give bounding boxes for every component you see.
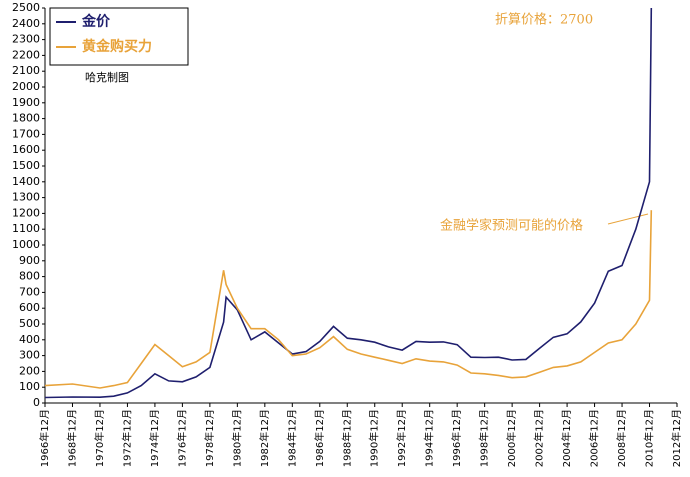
- y-tick-label: 1700: [12, 127, 40, 140]
- legend-label: 黄金购买力: [82, 38, 152, 55]
- legend-label: 金价: [81, 13, 111, 30]
- x-tick-label: 1966年12月: [38, 409, 51, 467]
- x-tick-label: 1994年12月: [423, 409, 436, 467]
- x-tick-label: 1998年12月: [478, 409, 491, 467]
- x-tick-label: 1980年12月: [230, 409, 243, 467]
- x-tick-label: 1968年12月: [65, 409, 78, 467]
- x-tick-label: 1990年12月: [368, 409, 381, 467]
- x-tick-label: 1974年12月: [148, 409, 161, 467]
- y-tick-label: 2000: [12, 80, 40, 93]
- y-tick-label: 1400: [12, 175, 40, 188]
- y-tick-label: 300: [19, 349, 40, 362]
- y-tick-label: 1900: [12, 96, 40, 109]
- y-tick-label: 1800: [12, 112, 40, 125]
- x-tick-label: 2008年12月: [615, 409, 628, 467]
- y-tick-label: 1600: [12, 143, 40, 156]
- x-tick-label: 2004年12月: [560, 409, 573, 467]
- y-tick-label: 2200: [12, 48, 40, 61]
- x-tick-label: 1988年12月: [340, 409, 353, 467]
- y-tick-label: 1200: [12, 206, 40, 219]
- y-tick-label: 900: [19, 254, 40, 267]
- x-tick-label: 1970年12月: [93, 409, 106, 467]
- annotation: 金融学家预测可能的价格: [440, 218, 583, 234]
- x-tick-label: 1986年12月: [313, 409, 326, 467]
- x-tick-label: 2002年12月: [533, 409, 546, 467]
- legend-box: [49, 7, 189, 66]
- y-tick-label: 200: [19, 364, 40, 377]
- x-tick-label: 1978年12月: [203, 409, 216, 467]
- series-line: [44, 7, 653, 399]
- y-tick-label: 400: [19, 333, 40, 346]
- series-line: [44, 210, 653, 389]
- y-tick-label: 1500: [12, 159, 40, 172]
- y-tick-label: 500: [19, 317, 40, 330]
- credit-note: 哈克制图: [85, 71, 129, 84]
- annotation: 折算价格：2700: [495, 12, 593, 28]
- x-tick-label: 2010年12月: [643, 409, 656, 467]
- y-tick-label: 2300: [12, 33, 40, 46]
- x-tick-label: 2012年12月: [670, 409, 683, 467]
- y-tick-label: 1000: [12, 238, 40, 251]
- x-tick-label: 2000年12月: [505, 409, 518, 467]
- x-tick-label: 1972年12月: [120, 409, 133, 467]
- x-tick-label: 2006年12月: [588, 409, 601, 467]
- y-tick-label: 600: [19, 301, 40, 314]
- y-tick-label: 2100: [12, 64, 40, 77]
- y-tick-label: 2400: [12, 17, 40, 30]
- x-tick-label: 1996年12月: [450, 409, 463, 467]
- y-tick-label: 2500: [12, 1, 40, 14]
- y-tick-label: 100: [19, 380, 40, 393]
- y-tick-label: 700: [19, 285, 40, 298]
- y-tick-label: 1100: [12, 222, 40, 235]
- x-tick-label: 1984年12月: [285, 409, 298, 467]
- y-tick-label: 1300: [12, 191, 40, 204]
- x-tick-label: 1992年12月: [395, 409, 408, 467]
- x-tick-label: 1976年12月: [175, 409, 188, 467]
- annotation-pointer: [607, 213, 649, 225]
- x-tick-label: 1982年12月: [258, 409, 271, 467]
- y-tick-label: 0: [33, 396, 40, 409]
- y-tick-label: 800: [19, 270, 40, 283]
